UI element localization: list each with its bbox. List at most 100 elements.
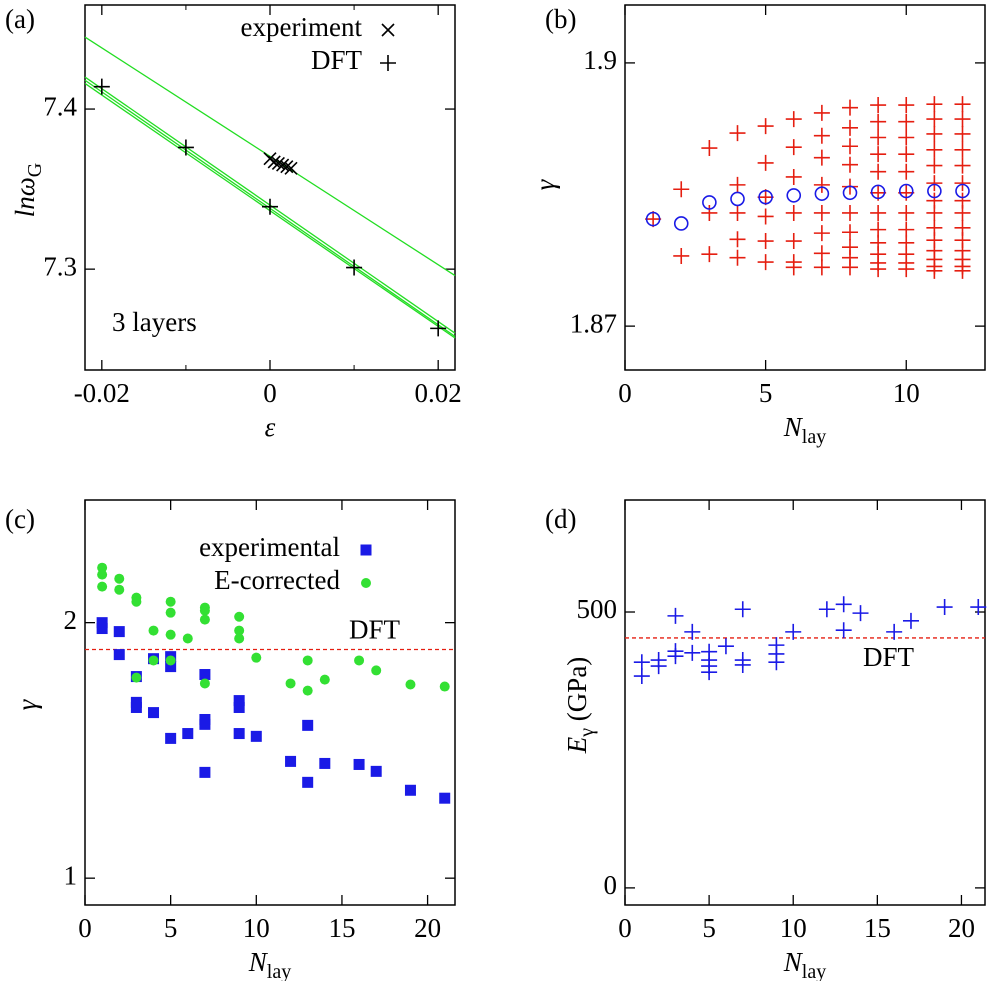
data-point: [673, 247, 690, 264]
data-point: [285, 678, 296, 689]
data-point: [768, 654, 785, 671]
data-point: [730, 191, 745, 207]
data-point: [673, 216, 689, 231]
data-point: [405, 679, 416, 690]
data-point: [842, 138, 858, 155]
data-point: [302, 685, 313, 696]
data-point: [870, 204, 887, 221]
x-tick-label: 0: [618, 913, 632, 943]
data-point: [177, 139, 194, 156]
data-point: [954, 157, 971, 174]
data-point: [284, 161, 298, 175]
data-point: [898, 163, 915, 180]
data-point: [954, 125, 971, 142]
data-point: [370, 765, 382, 777]
x-tick-label: 20: [948, 913, 975, 943]
data-point: [842, 119, 858, 136]
data-point: [785, 233, 802, 250]
data-point: [285, 755, 297, 767]
data-point: [955, 183, 970, 199]
data-point: [842, 185, 858, 201]
data-point: [902, 612, 919, 629]
data-point: [813, 104, 830, 121]
data-point: [886, 623, 903, 640]
label-main: N: [783, 412, 804, 442]
data-point: [199, 718, 211, 730]
legend-marker: [381, 23, 395, 37]
data-point: [439, 681, 450, 692]
label-sub: lay: [267, 961, 291, 981]
label-sub: lay: [802, 426, 826, 448]
data-point: [701, 664, 718, 681]
y-tick-label: 7.4: [43, 91, 77, 121]
data-point: [813, 245, 830, 262]
data-point: [701, 140, 718, 157]
data-point: [785, 168, 802, 185]
data-point: [813, 149, 830, 166]
data-point: [371, 665, 382, 676]
data-point: [842, 156, 858, 173]
x-tick-label: 5: [164, 913, 178, 943]
label-main: N: [783, 947, 804, 977]
data-point: [898, 113, 915, 130]
data-point: [717, 638, 734, 655]
annotation: 3 layers: [112, 307, 197, 337]
label-main: γ: [530, 178, 560, 190]
data-point: [271, 156, 285, 171]
data-point: [276, 158, 290, 172]
legend-label: experimental: [199, 532, 340, 562]
panel-label: (a): [5, 4, 35, 34]
data-point: [234, 633, 245, 644]
data-point: [818, 601, 835, 618]
data-point: [645, 211, 662, 228]
data-point: [302, 655, 313, 666]
data-point: [926, 96, 943, 113]
data-point: [757, 254, 774, 271]
data-point: [813, 127, 830, 144]
data-point: [926, 175, 943, 192]
label-main: lnω: [10, 177, 40, 217]
data-point: [148, 655, 159, 666]
data-point: [729, 249, 746, 266]
data-point: [954, 204, 971, 221]
data-point: [701, 246, 718, 263]
label-main: E: [562, 736, 592, 754]
data-point: [114, 584, 125, 595]
data-point: [926, 157, 943, 174]
data-point: [970, 599, 987, 616]
data-point: [130, 701, 142, 713]
data-point: [870, 184, 886, 200]
axis-label: Nlay: [783, 412, 826, 447]
data-point: [97, 569, 108, 580]
legend-marker: [361, 578, 371, 588]
reference-label: DFT: [863, 642, 915, 672]
label-sub: lay: [802, 961, 826, 981]
data-point: [786, 188, 802, 203]
x-tick-label: -0.02: [74, 378, 130, 408]
data-point: [97, 562, 108, 573]
data-point: [113, 626, 125, 638]
label-main: N: [248, 947, 269, 977]
data-point: [302, 776, 314, 788]
data-point: [785, 111, 802, 128]
data-point: [842, 224, 858, 241]
x-tick-label: 10: [243, 913, 270, 943]
y-tick-label: 1.9: [583, 45, 617, 75]
data-point: [199, 605, 210, 616]
data-point: [835, 622, 852, 639]
data-point: [954, 96, 971, 113]
x-tick-label: 15: [864, 913, 891, 943]
data-point: [813, 225, 830, 242]
data-point: [96, 617, 108, 629]
y-tick-label: 1.87: [570, 308, 617, 338]
data-point: [898, 261, 915, 278]
y-tick-label: 7.3: [43, 251, 77, 281]
panel-label: (c): [5, 504, 35, 534]
data-point: [729, 125, 746, 142]
data-point: [870, 146, 887, 163]
data-point: [734, 601, 751, 618]
data-point: [729, 176, 746, 193]
y-tick-label: 1: [64, 860, 78, 890]
data-point: [926, 204, 943, 221]
data-point: [757, 154, 774, 171]
